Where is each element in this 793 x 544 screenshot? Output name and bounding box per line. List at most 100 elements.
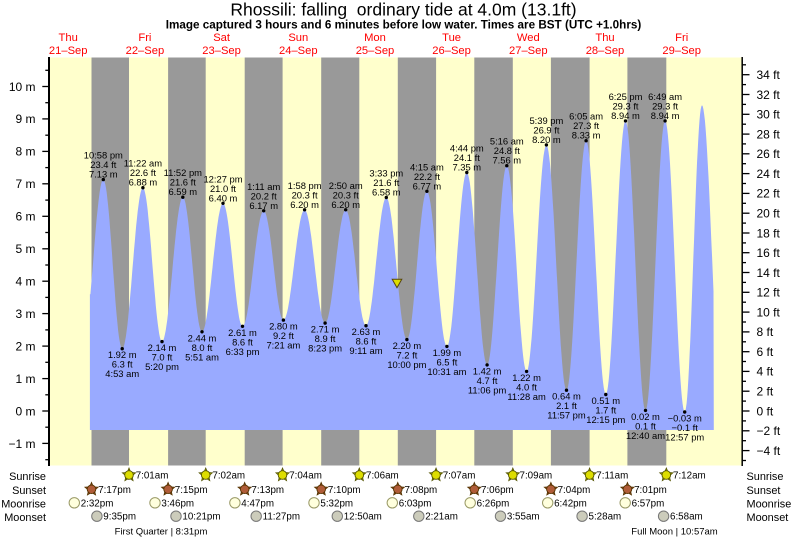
svg-text:6:57pm: 6:57pm (632, 498, 665, 509)
svg-text:Sunset: Sunset (12, 485, 46, 497)
svg-text:Moonset: Moonset (4, 512, 46, 524)
svg-text:Sat: Sat (213, 32, 231, 44)
svg-text:6.17 m: 6.17 m (249, 200, 278, 211)
svg-text:21–Sep: 21–Sep (49, 45, 88, 57)
svg-text:16 ft: 16 ft (757, 246, 781, 260)
svg-text:−0.03 m: −0.03 m (668, 413, 702, 424)
svg-text:First Quarter | 8:31pm: First Quarter | 8:31pm (115, 526, 208, 537)
svg-text:10:58 pm: 10:58 pm (84, 150, 123, 161)
svg-text:−4 ft: −4 ft (757, 444, 781, 458)
svg-text:8.20 m: 8.20 m (532, 134, 561, 145)
svg-text:7:07am: 7:07am (443, 471, 476, 482)
svg-text:26–Sep: 26–Sep (432, 45, 471, 57)
svg-text:23.4 ft: 23.4 ft (90, 159, 116, 170)
svg-text:9 m: 9 m (15, 112, 35, 126)
svg-text:10 m: 10 m (9, 80, 36, 94)
svg-text:8.94 m: 8.94 m (651, 110, 680, 121)
svg-text:−1 m: −1 m (8, 437, 35, 451)
svg-text:21.0 ft: 21.0 ft (210, 183, 236, 194)
svg-text:20.3 ft: 20.3 ft (333, 189, 359, 200)
svg-text:Sunrise: Sunrise (747, 471, 784, 483)
svg-text:6.88 m: 6.88 m (129, 177, 158, 188)
svg-text:12:27 pm: 12:27 pm (203, 173, 242, 184)
svg-text:7.0 ft: 7.0 ft (152, 352, 173, 363)
svg-text:9:11 am: 9:11 am (349, 345, 382, 356)
svg-text:7.2 ft: 7.2 ft (396, 350, 417, 361)
svg-text:32 ft: 32 ft (757, 88, 781, 102)
svg-text:3:55am: 3:55am (507, 512, 540, 523)
svg-text:7:06am: 7:06am (366, 471, 399, 482)
svg-text:10:31 am: 10:31 am (427, 366, 466, 377)
svg-text:8 m: 8 m (15, 145, 35, 159)
svg-text:14 ft: 14 ft (757, 266, 781, 280)
svg-text:7:15pm: 7:15pm (175, 485, 208, 496)
svg-text:10:21pm: 10:21pm (182, 512, 220, 523)
svg-text:8.0 ft: 8.0 ft (192, 342, 213, 353)
svg-text:8.33 m: 8.33 m (572, 130, 601, 141)
svg-text:3:46pm: 3:46pm (161, 498, 194, 509)
svg-text:7:13pm: 7:13pm (251, 485, 284, 496)
svg-text:4:15 am: 4:15 am (410, 161, 444, 172)
svg-text:0.02 m: 0.02 m (631, 411, 660, 422)
svg-text:Tue: Tue (442, 32, 461, 44)
svg-text:6:33 pm: 6:33 pm (226, 346, 260, 357)
svg-text:9.2 ft: 9.2 ft (273, 330, 294, 341)
svg-text:10:00 pm: 10:00 pm (387, 359, 426, 370)
svg-text:24–Sep: 24–Sep (279, 45, 318, 57)
svg-text:12:57 pm: 12:57 pm (665, 432, 704, 443)
svg-text:4.7 ft: 4.7 ft (477, 375, 498, 386)
svg-text:2 ft: 2 ft (757, 385, 774, 399)
svg-text:1.7 ft: 1.7 ft (595, 405, 616, 416)
svg-text:4 m: 4 m (15, 275, 35, 289)
svg-text:1.99 m: 1.99 m (433, 347, 462, 358)
svg-text:2:21am: 2:21am (425, 512, 458, 523)
svg-text:4:53 am: 4:53 am (105, 368, 139, 379)
svg-text:Full Moon | 10:57am: Full Moon | 10:57am (631, 526, 718, 537)
svg-text:6:26pm: 6:26pm (477, 498, 510, 509)
svg-text:10 ft: 10 ft (757, 305, 781, 319)
svg-text:20.2 ft: 20.2 ft (251, 190, 277, 201)
svg-text:Sun: Sun (288, 32, 308, 44)
svg-text:0.51 m: 0.51 m (591, 395, 620, 406)
svg-text:2.71 m: 2.71 m (311, 324, 340, 335)
svg-text:9:35pm: 9:35pm (103, 512, 136, 523)
svg-text:6:58am: 6:58am (670, 512, 703, 523)
svg-text:6.20 m: 6.20 m (331, 199, 360, 210)
svg-text:24.1 ft: 24.1 ft (454, 152, 480, 163)
svg-text:24 ft: 24 ft (757, 167, 781, 181)
svg-text:22–Sep: 22–Sep (126, 45, 165, 57)
svg-text:Fri: Fri (138, 32, 151, 44)
svg-text:5:39 pm: 5:39 pm (529, 115, 563, 126)
svg-text:6.20 m: 6.20 m (290, 199, 319, 210)
svg-text:2 m: 2 m (15, 339, 35, 353)
svg-text:5:28am: 5:28am (589, 512, 622, 523)
svg-text:30 ft: 30 ft (757, 108, 781, 122)
svg-text:6.40 m: 6.40 m (209, 192, 238, 203)
svg-text:2.63 m: 2.63 m (352, 326, 381, 337)
svg-text:7.35 m: 7.35 m (452, 162, 481, 173)
svg-text:4:44 pm: 4:44 pm (450, 143, 484, 154)
svg-text:7:09am: 7:09am (520, 471, 553, 482)
svg-text:7:04pm: 7:04pm (558, 485, 591, 496)
svg-text:8.9 ft: 8.9 ft (315, 333, 336, 344)
svg-text:8.6 ft: 8.6 ft (232, 336, 253, 347)
svg-text:2.44 m: 2.44 m (188, 332, 217, 343)
svg-text:8.6 ft: 8.6 ft (356, 336, 377, 347)
svg-text:21.6 ft: 21.6 ft (373, 177, 399, 188)
svg-text:Thu: Thu (59, 32, 78, 44)
svg-text:8 ft: 8 ft (757, 325, 774, 339)
svg-text:2.14 m: 2.14 m (148, 342, 177, 353)
svg-text:7:01am: 7:01am (136, 471, 169, 482)
svg-text:6:05 am: 6:05 am (569, 111, 603, 122)
svg-text:7.13 m: 7.13 m (89, 169, 118, 180)
svg-text:0.64 m: 0.64 m (552, 391, 581, 402)
svg-text:4.0 ft: 4.0 ft (516, 381, 537, 392)
svg-text:Wed: Wed (517, 32, 540, 44)
svg-text:Moonrise: Moonrise (1, 499, 46, 511)
svg-text:12:15 pm: 12:15 pm (586, 414, 625, 425)
svg-text:2:32pm: 2:32pm (81, 498, 114, 509)
svg-text:1:11 am: 1:11 am (247, 181, 280, 192)
svg-text:11:57 pm: 11:57 pm (547, 410, 586, 421)
svg-text:2.80 m: 2.80 m (269, 321, 298, 332)
svg-text:Fri: Fri (675, 32, 688, 44)
